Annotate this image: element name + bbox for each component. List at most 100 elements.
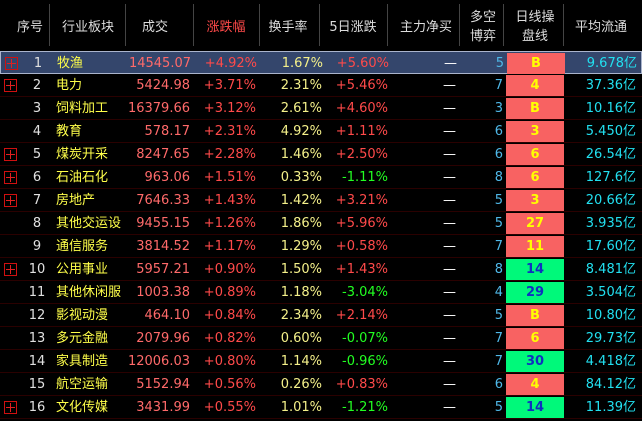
signal-cell: 11 [506, 236, 564, 257]
change5d-cell: +1.11% [335, 124, 388, 139]
volume-cell: 3814.52 [136, 239, 190, 254]
avg-float-cell: 3.935亿 [585, 216, 636, 231]
avg-float-cell: 20.66亿 [585, 193, 636, 208]
signal-cell: B [506, 305, 564, 326]
turnover-cell: 1.67% [281, 56, 323, 71]
expand-button[interactable] [4, 263, 17, 276]
main-net-cell: — [443, 147, 456, 162]
expand-button[interactable] [5, 57, 18, 70]
name-cell: 石油石化 [56, 170, 109, 185]
duokong-cell: 3 [494, 101, 503, 116]
name-cell: 多元金融 [56, 331, 109, 346]
main-net-cell: — [443, 331, 456, 346]
expand-button[interactable] [4, 401, 17, 414]
volume-cell: 5424.98 [136, 78, 190, 93]
name-cell: 其他交运设 [56, 216, 122, 231]
signal-cell: 30 [506, 351, 564, 372]
table-row[interactable]: 14 家具制造 12006.03 +0.80% 1.14% -0.96% — 7 30 4.418… [0, 350, 642, 373]
change5d-cell: +0.83% [335, 377, 388, 392]
name-cell: 饲料加工 [56, 101, 109, 116]
turnover-cell: 1.14% [280, 354, 322, 369]
avg-float-cell: 10.80亿 [585, 308, 636, 323]
volume-cell: 8247.65 [136, 147, 190, 162]
change-cell: +0.56% [203, 377, 256, 392]
volume-cell: 12006.03 [127, 354, 190, 369]
name-cell: 牧渔 [57, 56, 84, 71]
change-cell: +1.17% [203, 239, 256, 254]
avg-float-cell: 8.481亿 [585, 262, 636, 277]
volume-cell: 2079.96 [136, 331, 190, 346]
table-row[interactable]: 9 通信服务 3814.52 +1.17% 1.29% +0.58% — 7 11 17.60亿 [0, 235, 642, 258]
table-row[interactable]: 7 房地产 7646.33 +1.43% 1.42% +3.21% — 5 3 20.66亿 [0, 189, 642, 212]
avg-float-cell: 9.678亿 [586, 56, 637, 71]
duokong-cell: 7 [494, 78, 503, 93]
duokong-cell: 6 [494, 147, 503, 162]
change5d-cell: +2.50% [335, 147, 388, 162]
turnover-cell: 2.31% [280, 78, 322, 93]
change5d-cell: +2.14% [335, 308, 388, 323]
duokong-cell: 7 [494, 239, 503, 254]
no-cell: 12 [28, 308, 46, 323]
change5d-cell: -1.21% [342, 400, 388, 415]
header-separator [319, 4, 320, 46]
header-duokong: 博弈 [469, 29, 496, 44]
avg-float-cell: 127.6亿 [585, 170, 636, 185]
expand-button[interactable] [4, 79, 17, 92]
no-cell: 15 [28, 377, 46, 392]
turnover-cell: 1.42% [280, 193, 322, 208]
change-cell: +3.71% [203, 78, 256, 93]
change5d-cell: +5.96% [335, 216, 388, 231]
main-net-cell: — [444, 56, 457, 71]
main-net-cell: — [443, 285, 456, 300]
no-cell: 10 [28, 262, 46, 277]
table-row[interactable]: 2 电力 5424.98 +3.71% 2.31% +5.46% — 7 4 37.36亿 [0, 74, 642, 97]
header-avg-float: 平均流通 [574, 20, 627, 35]
signal-cell: 3 [506, 121, 564, 142]
table-row[interactable]: 6 石油石化 963.06 +1.51% 0.33% -1.11% —8 6 127.6亿 [0, 166, 642, 189]
header-change: 涨跌幅 [206, 20, 246, 35]
change-cell: +1.26% [203, 216, 256, 231]
duokong-cell: 5 [494, 308, 503, 323]
table-row[interactable]: 10 公用事业 5957.21 +0.90% 1.50% +1.43% — 8 14 8.481亿 [0, 258, 642, 281]
table-row[interactable]: 5 煤炭开采 8247.65 +2.28% 1.46% +2.50% — 6 6 26.54亿 [0, 143, 642, 166]
turnover-cell: 1.01% [280, 400, 322, 415]
table-row[interactable]: 3 饲料加工 16379.66 +3.12% 2.61% +4.60% —3 B 10.16亿 [0, 97, 642, 120]
table-row[interactable]: 13 多元金融 2079.96 +0.82% 0.60% -0.07% — 7 6 29.73亿 [0, 327, 642, 350]
table-row[interactable]: 1 牧渔 14545.07 +4.92% 1.67% +5.60% — 5 B 9.678亿 [0, 51, 642, 74]
change-cell: +2.28% [203, 147, 256, 162]
expand-button[interactable] [4, 171, 17, 184]
no-cell: 8 [32, 216, 42, 231]
table-row[interactable]: 4 教育 578.17 +2.31% 4.92% +1.11% — 6 3 5.450亿 [0, 120, 642, 143]
no-cell: 3 [32, 101, 42, 116]
main-net-cell: — [443, 124, 456, 139]
volume-cell: 578.17 [144, 124, 191, 139]
main-net-cell: — [443, 216, 456, 231]
turnover-cell: 1.50% [280, 262, 322, 277]
table-row[interactable]: 15 航空运输 5152.94 +0.56% 0.26% +0.83% — 6 4 84.12亿 [0, 373, 642, 396]
main-net-cell: — [443, 354, 456, 369]
no-cell: 5 [32, 147, 42, 162]
table-row[interactable]: 12 影视动漫 464.10 +0.84% 2.34% +2.14% — 5 B 10.80亿 [0, 304, 642, 327]
turnover-cell: 0.33% [280, 170, 322, 185]
table-row[interactable]: 8 其他交运设 9455.15 +1.26% 1.86% +5.96% — 5 27 3.935亿 [0, 212, 642, 235]
main-net-cell: — [443, 308, 456, 323]
volume-cell: 14545.07 [128, 56, 191, 71]
table-row[interactable]: 16 文化传媒 3431.99 +0.55% 1.01% -1.21% — 5 14 11.39亿 [0, 396, 642, 419]
no-cell: 1 [33, 56, 43, 71]
main-net-cell: — [443, 239, 456, 254]
no-cell: 9 [32, 239, 42, 254]
header-signal: 日线操 [515, 10, 555, 25]
expand-button[interactable] [4, 148, 17, 161]
expand-button[interactable] [4, 194, 17, 207]
signal-cell: 6 [506, 167, 564, 188]
main-net-cell: — [443, 170, 456, 185]
avg-float-cell: 37.36亿 [585, 78, 636, 93]
duokong-cell: 5 [494, 400, 503, 415]
duokong-cell: 6 [494, 377, 503, 392]
turnover-cell: 2.34% [280, 308, 322, 323]
table-row[interactable]: 11 其他休闲服 1003.38 +0.89% 1.18% -3.04% — 4 29 3.504… [0, 281, 642, 304]
name-cell: 其他休闲服 [56, 285, 122, 300]
volume-cell: 5152.94 [136, 377, 190, 392]
duokong-cell: 5 [494, 216, 503, 231]
duokong-cell: 6 [494, 124, 503, 139]
